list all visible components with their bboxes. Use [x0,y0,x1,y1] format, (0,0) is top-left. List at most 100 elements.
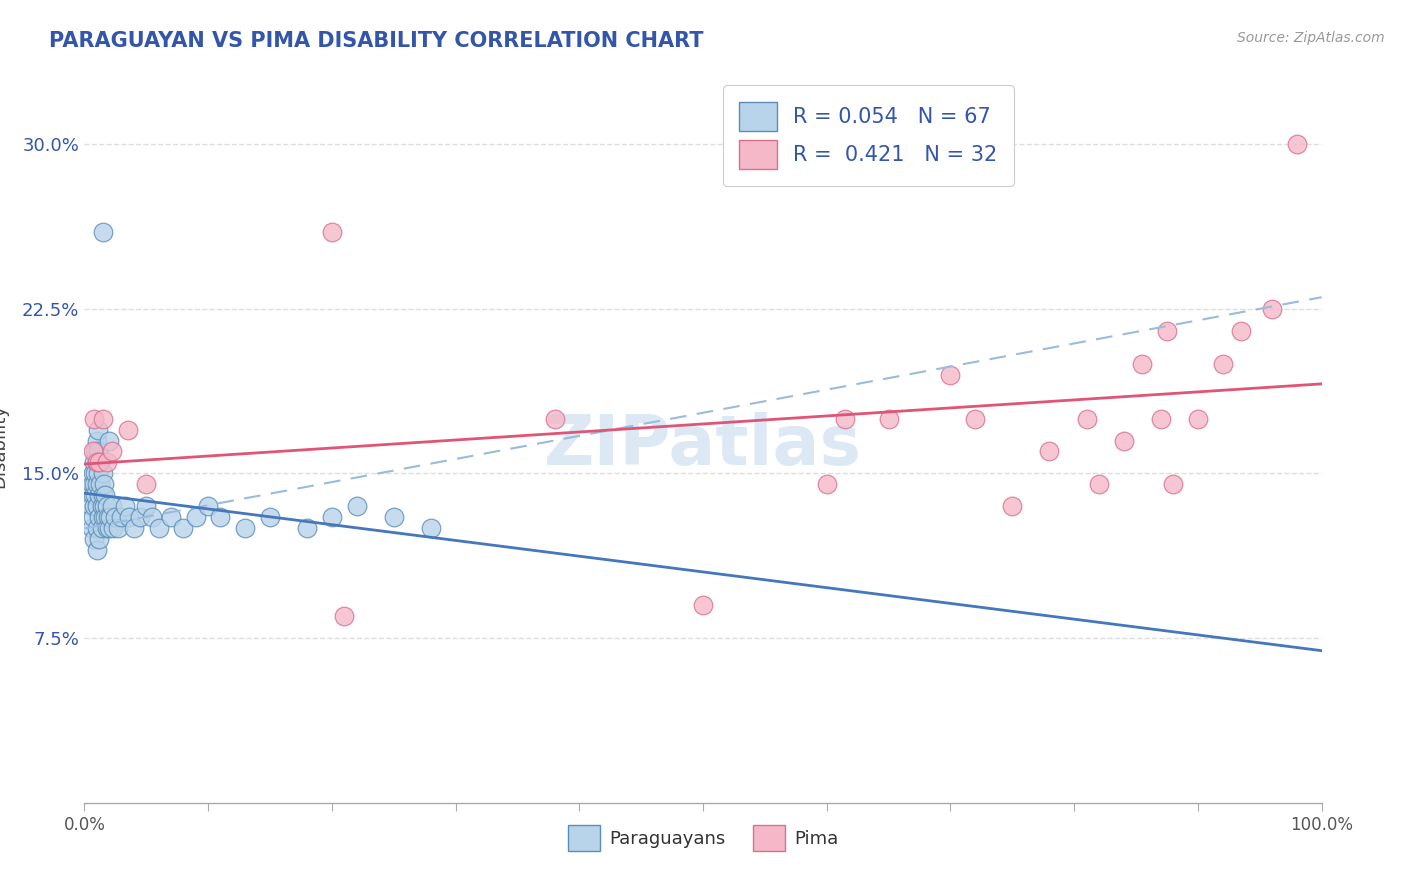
Point [135,477,157,491]
Point [939,368,962,382]
Point [89,455,111,469]
Point [1112,434,1135,448]
Point [129,510,152,524]
Point [86,455,108,469]
Point [87,444,110,458]
Point [346,500,368,514]
Point [114,500,136,514]
Point [91,411,114,425]
Point [1212,357,1234,371]
Y-axis label: Disability: Disability [0,404,8,488]
Point [1161,477,1184,491]
Point [141,510,163,524]
Point [96,455,118,469]
Point [86,455,108,469]
Point [1038,444,1060,458]
Point [83,533,105,547]
Point [87,423,110,437]
Point [93,500,115,514]
Point [877,411,900,425]
Point [82,467,104,481]
Point [98,434,121,448]
Point [97,510,120,524]
Point [321,225,343,239]
Point [84,488,107,502]
Point [82,444,104,458]
Point [89,533,111,547]
Point [83,500,105,514]
Point [160,510,183,524]
Point [1001,500,1024,514]
Point [209,510,232,524]
Point [259,510,281,524]
Text: ZIPatlas: ZIPatlas [544,412,862,480]
Point [172,521,194,535]
Point [1187,411,1209,425]
Point [100,500,122,514]
Point [965,411,987,425]
Point [98,521,121,535]
Point [84,444,107,458]
Point [135,500,157,514]
Point [184,510,207,524]
Point [107,521,129,535]
Point [197,500,219,514]
Point [91,488,114,502]
Point [1230,324,1253,338]
Point [1150,411,1173,425]
Point [834,411,856,425]
Legend: Paraguayans, Pima: Paraguayans, Pima [561,818,845,858]
Point [86,477,108,491]
Point [84,467,107,481]
Point [118,510,141,524]
Point [80,477,103,491]
Point [104,510,127,524]
Point [80,521,103,535]
Point [100,444,122,458]
Point [1156,324,1178,338]
Point [94,488,117,502]
Point [83,411,105,425]
Point [91,510,114,524]
Point [1076,411,1098,425]
Point [86,500,108,514]
Point [148,521,170,535]
Point [83,477,105,491]
Point [1285,137,1308,152]
Point [89,455,111,469]
Point [86,434,108,448]
Point [91,225,114,239]
Point [1088,477,1111,491]
Point [96,521,118,535]
Point [101,521,124,535]
Point [89,510,111,524]
Point [90,500,112,514]
Point [117,423,139,437]
Point [1130,357,1153,371]
Point [543,411,565,425]
Text: PARAGUAYAN VS PIMA DISABILITY CORRELATION CHART: PARAGUAYAN VS PIMA DISABILITY CORRELATIO… [49,31,704,51]
Point [83,455,105,469]
Point [98,510,121,524]
Point [122,521,145,535]
Point [419,521,441,535]
Point [96,500,118,514]
Point [94,510,117,524]
Point [93,477,115,491]
Point [382,510,405,524]
Point [321,510,343,524]
Point [82,510,104,524]
Point [233,521,256,535]
Point [333,609,356,624]
Point [86,543,108,558]
Point [89,477,111,491]
Point [815,477,838,491]
Point [89,488,111,502]
Point [91,467,114,481]
Point [86,521,108,535]
Point [90,521,112,535]
Point [1261,301,1284,316]
Point [87,467,110,481]
Text: Source: ZipAtlas.com: Source: ZipAtlas.com [1237,31,1385,45]
Point [82,488,104,502]
